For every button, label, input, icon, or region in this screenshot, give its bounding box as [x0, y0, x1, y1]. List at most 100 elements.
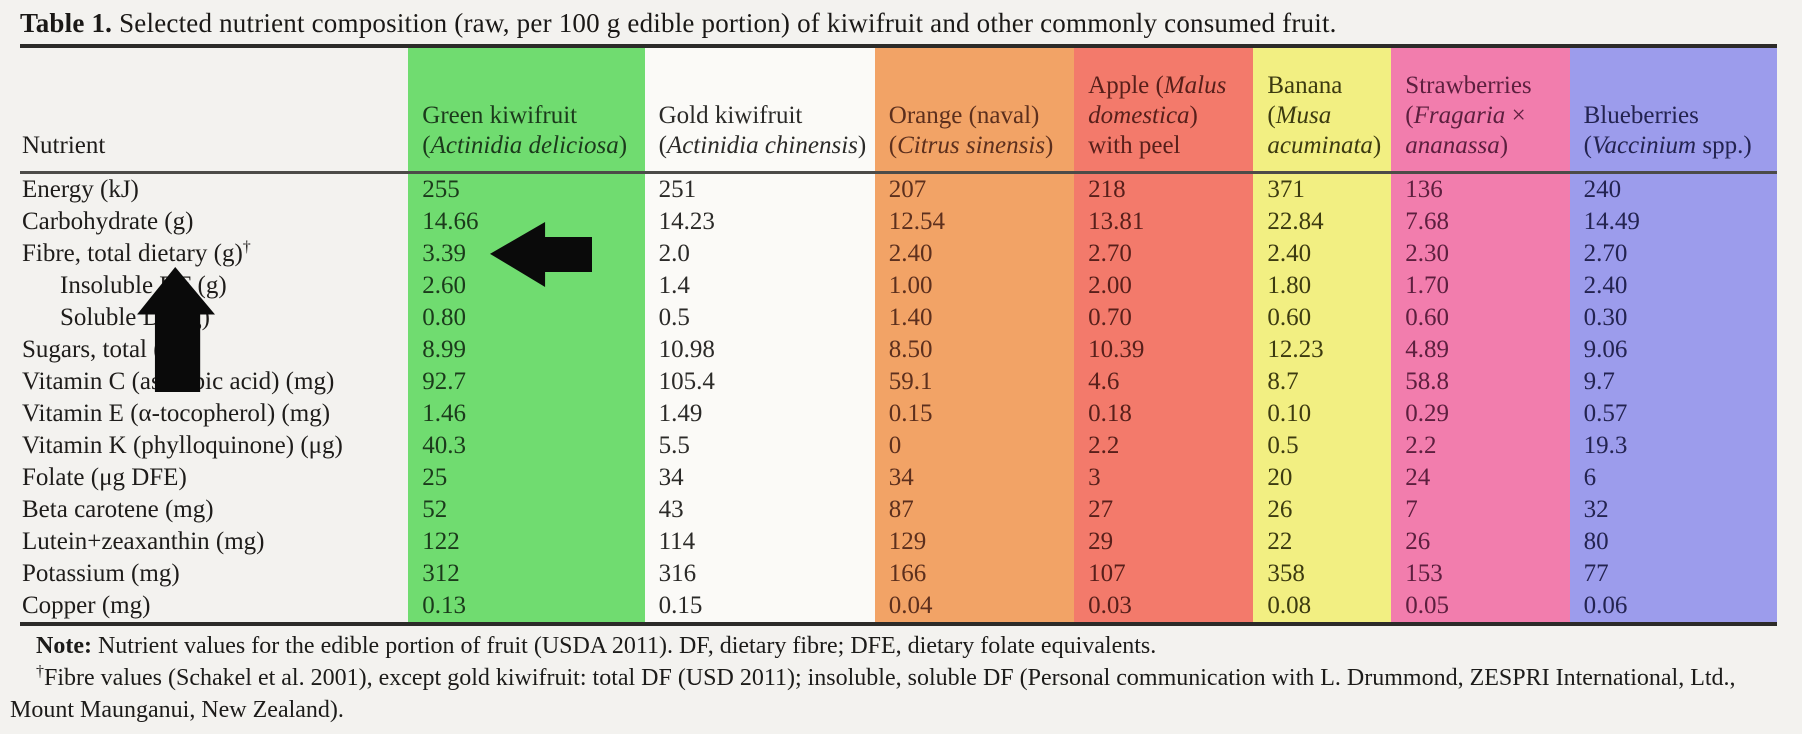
- value-cell-banana: 1.80: [1253, 270, 1392, 302]
- table-row: Potassium (mg) 312 316 166 107 358 153 77: [20, 558, 1777, 590]
- value-cell-orange-naval: 59.1: [874, 366, 1075, 398]
- value-cell-orange-naval: 0.15: [874, 398, 1075, 430]
- value-cell-apple: 0.70: [1074, 302, 1254, 334]
- value-cell-orange-naval: 207: [874, 172, 1075, 206]
- value-cell-banana: 371: [1253, 172, 1392, 206]
- nutrient-cell: Fibre, total dietary (g)†: [22, 238, 251, 267]
- nutrient-cell: Insoluble DF (g): [60, 272, 227, 299]
- column-header-apple: Apple (Malus domestica) with peel: [1074, 48, 1254, 174]
- nutrient-cell: Copper (mg): [20, 590, 409, 626]
- nutrient-cell: Vitamin K (phylloquinone) (μg): [22, 432, 343, 459]
- value-cell-blueberries: 2.40: [1569, 270, 1777, 302]
- value-cell-blueberries: 80: [1569, 526, 1777, 558]
- value-cell-blueberries: 19.3: [1569, 430, 1777, 462]
- value-cell-blueberries: 0.06: [1569, 590, 1777, 626]
- value-cell-green-kiwifruit: 1.46: [408, 398, 645, 430]
- value-cell-blueberries: 240: [1569, 172, 1777, 206]
- value-cell-banana: 22.84: [1253, 206, 1392, 238]
- column-header-gold-kiwifruit: Gold kiwifruit (Actinidia chinensis): [644, 48, 875, 174]
- value-cell-green-kiwifruit: 8.99: [408, 334, 645, 366]
- value-cell-blueberries: 9.06: [1569, 334, 1777, 366]
- column-header-blueberries: Blueberries (Vaccinium spp.): [1569, 48, 1777, 174]
- value-cell-banana: 22: [1253, 526, 1392, 558]
- value-cell-gold-kiwifruit: 0.5: [644, 302, 875, 334]
- nutrient-composition-table: Nutrient Green kiwifruit (Actinidia delic…: [20, 48, 1777, 626]
- value-cell-green-kiwifruit: 25: [408, 462, 645, 494]
- value-cell-blueberries: 77: [1569, 558, 1777, 590]
- value-cell-banana: 8.7: [1253, 366, 1392, 398]
- value-cell-banana: 20: [1253, 462, 1392, 494]
- value-cell-gold-kiwifruit: 114: [644, 526, 875, 558]
- value-cell-blueberries: 6: [1569, 462, 1777, 494]
- value-cell-gold-kiwifruit: 5.5: [644, 430, 875, 462]
- footnote-line: †Fibre values (Schakel et al. 2001), exc…: [10, 662, 1794, 726]
- value-cell-apple: 2.2: [1074, 430, 1254, 462]
- value-cell-banana: 358: [1253, 558, 1392, 590]
- value-cell-gold-kiwifruit: 316: [644, 558, 875, 590]
- value-cell-banana: 0.5: [1253, 430, 1392, 462]
- table-row: Insoluble DF (g) 2.60 1.4 1.00 2.00 1.80 1.70 2…: [20, 270, 1777, 302]
- value-cell-green-kiwifruit: 255: [408, 172, 645, 206]
- footnote-text: Fibre values (Schakel et al. 2001), exce…: [10, 665, 1736, 723]
- nutrient-cell: Vitamin C (ascorbic acid) (mg): [22, 368, 335, 395]
- table-row: Carbohydrate (g) 14.66 14.23 12.54 13.81 22.8…: [20, 206, 1777, 238]
- value-cell-orange-naval: 12.54: [874, 206, 1075, 238]
- value-cell-strawberries: 0.29: [1391, 398, 1570, 430]
- value-cell-apple: 2.00: [1074, 270, 1254, 302]
- value-cell-strawberries: 7.68: [1391, 206, 1570, 238]
- value-cell-apple: 0.18: [1074, 398, 1254, 430]
- table-row: Vitamin C (ascorbic acid) (mg)92.7105.45…: [20, 366, 1777, 398]
- table-title: Table 1. Selected nutrient composition (…: [20, 6, 1780, 40]
- table-row: Folate (μg DFE) 25 34 34 3 20 24 6: [20, 462, 1777, 494]
- value-cell-strawberries: 0.05: [1391, 590, 1570, 626]
- note-text: Nutrient values for the edible portion o…: [91, 633, 1157, 659]
- value-cell-strawberries: 136: [1391, 172, 1570, 206]
- value-cell-strawberries: 0.60: [1391, 302, 1570, 334]
- value-cell-banana: 0.60: [1253, 302, 1392, 334]
- value-cell-banana: 12.23: [1253, 334, 1392, 366]
- value-cell-green-kiwifruit: 122: [408, 526, 645, 558]
- table-header-row: Nutrient Green kiwifruit (Actinidia delic…: [20, 48, 1777, 174]
- value-cell-green-kiwifruit: 92.7: [408, 366, 645, 398]
- value-cell-orange-naval: 8.50: [874, 334, 1075, 366]
- value-cell-orange-naval: 166: [874, 558, 1075, 590]
- table-title-text: Selected nutrient composition (raw, per …: [119, 8, 1337, 38]
- value-cell-gold-kiwifruit: 14.23: [644, 206, 875, 238]
- value-cell-strawberries: 2.30: [1391, 238, 1570, 270]
- column-header-nutrient: Nutrient: [20, 48, 409, 174]
- value-cell-gold-kiwifruit: 10.98: [644, 334, 875, 366]
- note-label: Note:: [36, 633, 92, 659]
- value-cell-strawberries: 24: [1391, 462, 1570, 494]
- value-cell-apple: 0.03: [1074, 590, 1254, 626]
- value-cell-gold-kiwifruit: 34: [644, 462, 875, 494]
- column-header-banana: Banana (Musa acuminata): [1253, 48, 1392, 174]
- table-row: Soluble DF (g) 0.80 0.5 1.40 0.70 0.60 0.60 0.3…: [20, 302, 1777, 334]
- value-cell-banana: 0.10: [1253, 398, 1392, 430]
- title-rule: [20, 44, 1777, 48]
- value-cell-strawberries: 58.8: [1391, 366, 1570, 398]
- value-cell-blueberries: 0.30: [1569, 302, 1777, 334]
- value-cell-orange-naval: 87: [874, 494, 1075, 526]
- table-row: Energy (kJ) 255 251 207 218 371 136 240: [20, 172, 1777, 206]
- value-cell-green-kiwifruit: 0.80: [408, 302, 645, 334]
- value-cell-orange-naval: 0: [874, 430, 1075, 462]
- nutrient-cell: Folate (μg DFE): [22, 464, 187, 491]
- value-cell-banana: 2.40: [1253, 238, 1392, 270]
- value-cell-gold-kiwifruit: 0.15: [644, 590, 875, 626]
- value-cell-apple: 29: [1074, 526, 1254, 558]
- table-row: Fibre, total dietary (g)† 3.39 2.0 2.40 2.70…: [20, 238, 1777, 270]
- value-cell-strawberries: 2.2: [1391, 430, 1570, 462]
- nutrient-cell: Soluble DF (g): [60, 304, 210, 331]
- value-cell-orange-naval: 0.04: [874, 590, 1075, 626]
- value-cell-gold-kiwifruit: 2.0: [644, 238, 875, 270]
- nutrient-cell: Lutein+zeaxanthin (mg): [22, 528, 265, 555]
- value-cell-orange-naval: 1.00: [874, 270, 1075, 302]
- table-row: Copper (mg) 0.13 0.15 0.04 0.03 0.08 0.05 0.06: [20, 590, 1777, 626]
- column-header-green-kiwifruit: Green kiwifruit (Actinidia deliciosa): [408, 48, 645, 174]
- note-line: Note: Nutrient values for the edible por…: [10, 630, 1794, 662]
- value-cell-gold-kiwifruit: 1.4: [644, 270, 875, 302]
- value-cell-green-kiwifruit: 40.3: [408, 430, 645, 462]
- nutrient-cell: Beta carotene (mg): [22, 496, 214, 523]
- value-cell-apple: 13.81: [1074, 206, 1254, 238]
- value-cell-blueberries: 9.7: [1569, 366, 1777, 398]
